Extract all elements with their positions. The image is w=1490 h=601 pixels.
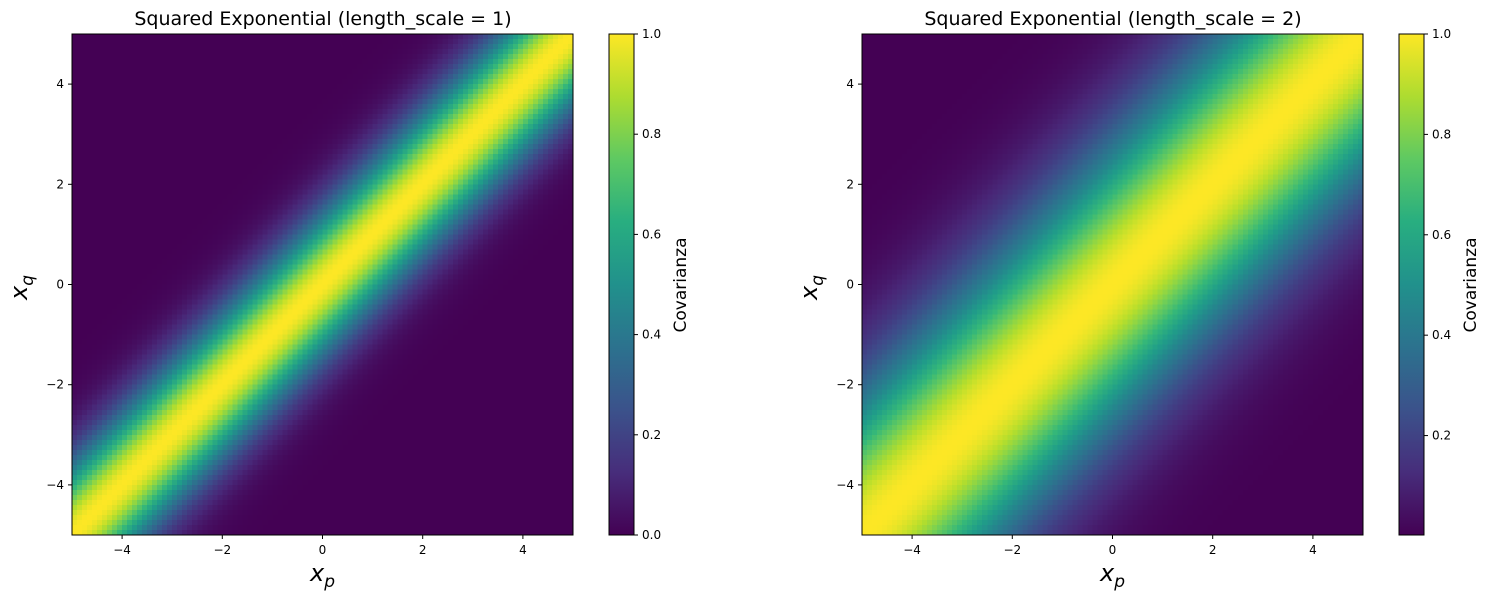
y-axis-ticks: −4 −2 0 2 4 (836, 77, 862, 492)
heatmap-panel-1: Squared Exponential (length_scale = 1) −… (5, 8, 691, 592)
y-tick-label: −4 (836, 478, 854, 492)
x-tick-label: 4 (1309, 543, 1317, 557)
x-axis-label: xp (309, 559, 335, 592)
colorbar-tick-label: 0.0 (642, 528, 661, 542)
colorbar-tick-label: 1.0 (642, 27, 661, 41)
y-tick-label: 0 (846, 278, 854, 292)
colorbar (608, 33, 635, 536)
x-tick-label: 4 (519, 543, 527, 557)
y-tick-label: 4 (846, 77, 854, 91)
y-tick-label: −2 (836, 378, 854, 392)
x-axis-label: xp (1099, 559, 1125, 592)
x-tick-label: −2 (213, 543, 231, 557)
y-axis-label: xq (5, 275, 38, 301)
colorbar-tick-label: 0.2 (642, 428, 661, 442)
x-axis-ticks: −4 −2 0 2 4 (903, 535, 1317, 557)
x-tick-label: 0 (319, 543, 327, 557)
colorbar-ticks: 0.0 0.2 0.4 0.6 0.8 1.0 (634, 27, 661, 542)
y-axis-ticks: −4 −2 0 2 4 (46, 77, 72, 492)
colorbar-tick-label: 0.8 (642, 127, 661, 141)
y-tick-label: −4 (46, 478, 64, 492)
covariance-heatmap (72, 34, 573, 535)
colorbar-tick-label: 0.4 (1432, 328, 1451, 342)
colorbar-ticks: 0.2 0.4 0.6 0.8 1.0 (1424, 27, 1451, 443)
x-tick-label: 2 (1209, 543, 1217, 557)
x-axis-ticks: −4 −2 0 2 4 (113, 535, 527, 557)
colorbar-label: Covarianza (671, 238, 691, 333)
chart-title: Squared Exponential (length_scale = 2) (924, 8, 1301, 30)
y-tick-label: −2 (46, 378, 64, 392)
covariance-heatmap (862, 34, 1363, 535)
colorbar-tick-label: 1.0 (1432, 27, 1451, 41)
x-tick-label: −4 (903, 543, 921, 557)
colorbar (1398, 33, 1425, 536)
heatmap-panel-2: Squared Exponential (length_scale = 2) −… (795, 8, 1481, 592)
colorbar-tick-label: 0.2 (1432, 429, 1451, 443)
x-tick-label: −2 (1003, 543, 1021, 557)
x-tick-label: 2 (419, 543, 427, 557)
y-tick-label: 0 (56, 278, 64, 292)
colorbar-tick-label: 0.4 (642, 328, 661, 342)
chart-title: Squared Exponential (length_scale = 1) (134, 8, 511, 30)
y-tick-label: 2 (846, 177, 854, 191)
y-axis-label: xq (795, 275, 828, 301)
y-tick-label: 4 (56, 77, 64, 91)
x-tick-label: 0 (1109, 543, 1117, 557)
y-tick-label: 2 (56, 177, 64, 191)
colorbar-tick-label: 0.8 (1432, 127, 1451, 141)
colorbar-tick-label: 0.6 (642, 227, 661, 241)
x-tick-label: −4 (113, 543, 131, 557)
colorbar-label: Covarianza (1461, 238, 1481, 333)
colorbar-tick-label: 0.6 (1432, 228, 1451, 242)
